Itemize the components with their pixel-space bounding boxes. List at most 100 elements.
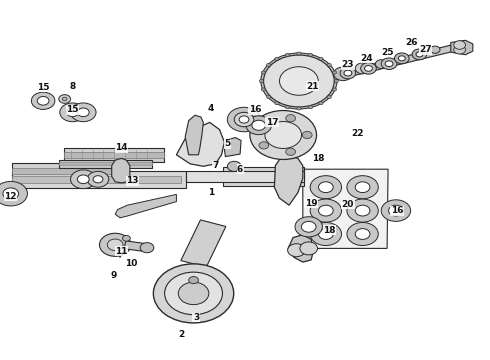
Text: 27: 27	[419, 45, 432, 54]
Circle shape	[285, 53, 290, 57]
Circle shape	[361, 63, 376, 74]
Circle shape	[398, 56, 405, 61]
Text: 5: 5	[225, 139, 231, 148]
Circle shape	[297, 107, 301, 110]
Polygon shape	[303, 169, 388, 248]
Circle shape	[261, 88, 266, 91]
Circle shape	[60, 103, 85, 122]
Text: 17: 17	[266, 118, 278, 127]
Circle shape	[308, 53, 313, 57]
Text: 13: 13	[126, 176, 139, 185]
Polygon shape	[59, 160, 152, 168]
Circle shape	[347, 199, 378, 222]
Circle shape	[99, 233, 131, 256]
Circle shape	[285, 105, 290, 109]
Circle shape	[344, 70, 352, 76]
Text: 6: 6	[237, 165, 243, 174]
Circle shape	[261, 71, 266, 74]
Circle shape	[107, 239, 123, 251]
Circle shape	[77, 108, 89, 117]
Polygon shape	[115, 194, 176, 218]
Circle shape	[334, 67, 352, 81]
Circle shape	[347, 222, 378, 246]
Text: 16: 16	[248, 105, 261, 114]
Text: 22: 22	[351, 129, 364, 138]
Circle shape	[235, 113, 253, 126]
Circle shape	[332, 71, 337, 74]
Circle shape	[286, 148, 295, 156]
Circle shape	[227, 107, 261, 132]
Circle shape	[327, 96, 331, 99]
Text: 24: 24	[360, 54, 373, 63]
Circle shape	[234, 112, 254, 127]
Text: 16: 16	[391, 206, 403, 215]
Circle shape	[261, 53, 337, 109]
Circle shape	[414, 50, 424, 58]
Polygon shape	[186, 171, 304, 182]
Circle shape	[71, 170, 96, 189]
Circle shape	[3, 188, 19, 199]
Circle shape	[267, 96, 271, 99]
Circle shape	[77, 175, 89, 184]
Circle shape	[394, 53, 409, 64]
Text: 11: 11	[115, 247, 128, 256]
Circle shape	[310, 199, 342, 222]
Polygon shape	[112, 158, 130, 183]
Circle shape	[381, 200, 411, 221]
Circle shape	[275, 57, 279, 60]
Circle shape	[389, 205, 403, 216]
Polygon shape	[451, 40, 473, 55]
Circle shape	[300, 242, 318, 255]
Text: 4: 4	[207, 104, 214, 112]
Polygon shape	[176, 122, 224, 166]
Circle shape	[259, 80, 264, 82]
Circle shape	[295, 217, 322, 237]
Circle shape	[140, 243, 154, 253]
Circle shape	[259, 121, 269, 128]
Circle shape	[454, 45, 465, 54]
Circle shape	[31, 92, 55, 109]
Circle shape	[252, 120, 266, 130]
Circle shape	[302, 131, 312, 139]
Polygon shape	[59, 162, 152, 165]
Circle shape	[310, 222, 342, 246]
Circle shape	[365, 66, 372, 71]
Circle shape	[279, 67, 318, 95]
Text: 26: 26	[405, 38, 418, 47]
Circle shape	[67, 108, 78, 117]
Polygon shape	[12, 171, 186, 188]
Circle shape	[189, 276, 198, 284]
Circle shape	[319, 57, 323, 60]
Circle shape	[396, 54, 408, 63]
Circle shape	[430, 46, 440, 53]
Text: 23: 23	[342, 60, 354, 69]
Text: 9: 9	[110, 271, 117, 280]
Polygon shape	[185, 115, 203, 155]
Circle shape	[153, 264, 234, 323]
Circle shape	[381, 58, 397, 69]
Circle shape	[178, 282, 209, 305]
Polygon shape	[181, 220, 226, 267]
Circle shape	[265, 122, 301, 148]
Text: 1: 1	[208, 188, 214, 197]
Circle shape	[87, 171, 109, 187]
Circle shape	[412, 49, 427, 60]
Text: 25: 25	[381, 48, 393, 57]
Circle shape	[267, 63, 271, 66]
Circle shape	[259, 142, 269, 149]
Circle shape	[288, 244, 305, 257]
Circle shape	[334, 80, 339, 82]
Text: 14: 14	[115, 143, 128, 152]
Polygon shape	[288, 235, 314, 262]
Polygon shape	[224, 138, 241, 157]
Circle shape	[246, 116, 271, 135]
Circle shape	[340, 67, 356, 79]
Circle shape	[416, 52, 423, 57]
Text: 15: 15	[37, 83, 49, 91]
Circle shape	[355, 63, 370, 74]
Text: 7: 7	[212, 161, 219, 170]
Polygon shape	[12, 176, 181, 183]
Text: 19: 19	[305, 199, 318, 208]
Circle shape	[122, 235, 130, 241]
Circle shape	[454, 41, 465, 49]
